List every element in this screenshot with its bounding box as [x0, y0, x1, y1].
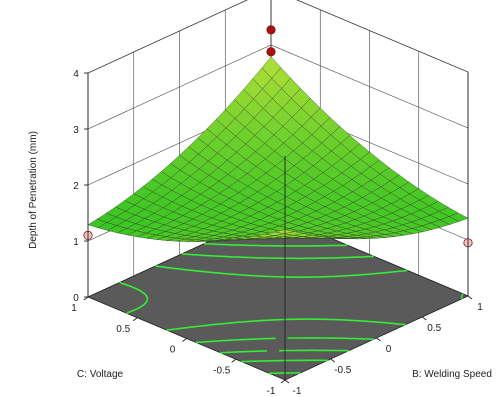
contour-line: [181, 253, 374, 344]
z-tick-label: 2: [73, 181, 79, 192]
y-tick-mark: [83, 296, 89, 301]
z-tick-label: 3: [73, 125, 79, 136]
z-tick-label: 0: [73, 293, 79, 304]
response-surface: [87, 56, 469, 242]
x-tick-label: 1: [477, 302, 483, 313]
y-tick-label: -1: [267, 386, 276, 397]
x-tick-mark: [421, 316, 427, 321]
x-tick-label: 0.5: [427, 323, 441, 334]
x-tick-mark: [330, 358, 336, 363]
design-point-above: [266, 47, 276, 57]
design-points: [83, 25, 473, 248]
contour-line: [155, 265, 408, 331]
x-tick-mark: [376, 337, 381, 342]
y-tick-label: 1: [71, 303, 77, 314]
x-axis-title: B: Welding Speed: [412, 369, 492, 380]
y-tick-label: -0.5: [213, 365, 231, 376]
z-tick-label: 4: [73, 69, 79, 80]
x-tick-mark: [467, 295, 473, 300]
y-tick-label: 0: [170, 345, 176, 356]
wall-gridline: [87, 44, 469, 130]
contour-line: [119, 281, 464, 314]
x-tick-label: -0.5: [334, 365, 352, 376]
y-tick-mark: [280, 379, 286, 384]
x-tick-mark: [284, 379, 290, 384]
contour-line: [204, 242, 349, 354]
y-tick-mark: [182, 338, 187, 342]
x-tick-label: 0: [386, 344, 392, 355]
y-tick-mark: [231, 358, 237, 363]
y-tick-label: 0.5: [116, 324, 130, 335]
y-axis-title: C: Voltage: [77, 369, 124, 380]
y-tick-mark: [132, 317, 138, 322]
z-tick-label: 1: [73, 237, 79, 248]
x-tick-label: -1: [293, 386, 302, 397]
design-point-above: [266, 25, 276, 35]
z-axis-title: Depth of Penetration (mm): [28, 131, 39, 249]
